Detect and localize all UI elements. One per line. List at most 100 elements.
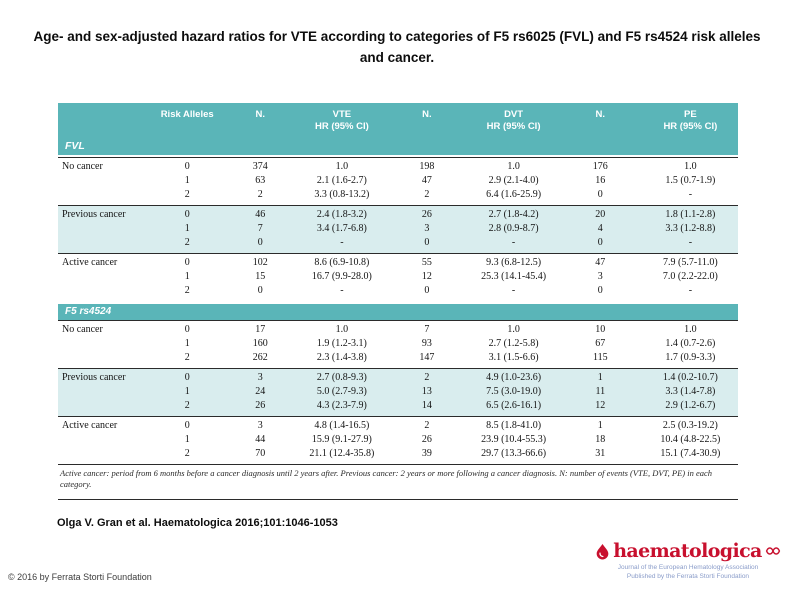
- value-cell: 15.1 (7.4-30.9): [660, 448, 721, 459]
- value-cell: 3.4 (1.7-6.8): [316, 223, 367, 234]
- value-cell: 1.7 (0.9-3.3): [665, 352, 716, 363]
- table-row: Active cancer 0 3 4.8 (1.4-16.5) 2 8.5 (1.8-4…: [58, 419, 738, 433]
- value-cell: 1.5 (0.7-1.9): [665, 175, 716, 186]
- value-cell: 1: [184, 175, 190, 186]
- value-cell: 1: [597, 372, 603, 383]
- value-cell: 47: [421, 175, 432, 186]
- header-dvt: DVT HR (95% CI): [469, 109, 557, 134]
- value-cell: 0: [184, 257, 190, 268]
- value-cell: 29.7 (13.3-66.6): [481, 448, 547, 459]
- category-cell: Previous cancer: [62, 209, 126, 220]
- value-cell: 0: [184, 420, 190, 431]
- category-cell: Previous cancer: [62, 372, 126, 383]
- value-cell: 4.9 (1.0-23.6): [486, 372, 542, 383]
- header-vte-line2: HR (95% CI): [314, 121, 369, 133]
- value-cell: 2.8 (0.9-8.7): [488, 223, 539, 234]
- row-group: Previous cancer 0 3 2.7 (0.8-9.3) 2 4.9 (1.0-…: [58, 368, 738, 416]
- value-cell: -: [340, 285, 344, 296]
- value-cell: 2: [184, 400, 190, 411]
- value-cell: 2: [257, 189, 263, 200]
- value-cell: 1: [184, 271, 190, 282]
- page-title: Age- and sex-adjusted hazard ratios for …: [33, 29, 761, 65]
- table-row: 1 160 1.9 (1.2-3.1) 93 2.7 (1.2-5.8) 67 1.4 (0…: [58, 337, 738, 351]
- table-row: Previous cancer 0 46 2.4 (1.8-3.2) 26 2.7 (1.…: [58, 208, 738, 222]
- value-cell: 63: [255, 175, 266, 186]
- value-cell: 198: [419, 161, 435, 172]
- value-cell: 4.3 (2.3-7.9): [316, 400, 367, 411]
- category-cell: No cancer: [62, 324, 103, 335]
- category-cell: [58, 433, 153, 447]
- value-cell: -: [511, 237, 516, 248]
- value-cell: 2: [424, 372, 430, 383]
- header-vte-line1: VTE: [332, 109, 352, 120]
- value-cell: -: [688, 189, 693, 200]
- table-row: 1 44 15.9 (9.1-27.9) 26 23.9 (10.4-55.3) 18 10…: [58, 433, 738, 447]
- value-cell: 1.4 (0.7-2.6): [665, 338, 716, 349]
- row-group: Active cancer 0 102 8.6 (6.9-10.8) 55 9.3 (6.…: [58, 253, 738, 301]
- value-cell: 1.0: [335, 161, 349, 172]
- eha-ribbon-icon: [765, 546, 781, 556]
- value-cell: 15: [255, 271, 266, 282]
- value-cell: 3.3 (1.2-8.8): [665, 223, 716, 234]
- table-row: 1 15 16.7 (9.9-28.0) 12 25.3 (14.1-45.4) 3 7.0…: [58, 270, 738, 284]
- header-vte: VTE HR (95% CI): [299, 109, 384, 134]
- value-cell: 26: [255, 400, 266, 411]
- value-cell: 17: [255, 324, 266, 335]
- value-cell: 1.0: [507, 161, 520, 172]
- value-cell: 2: [184, 352, 190, 363]
- table-row: 2 26 4.3 (2.3-7.9) 14 6.5 (2.6-16.1) 12 2.9 (1…: [58, 399, 738, 413]
- table-body: No cancer 0 374 1.0 198 1.0 176 1.0 1 63 2.1 (1.6-…: [58, 157, 738, 464]
- value-cell: 2: [184, 237, 190, 248]
- logo-wordmark: haematologica: [613, 540, 762, 562]
- category-cell: Active cancer: [62, 420, 118, 431]
- value-cell: 374: [252, 161, 268, 172]
- header-risk-alleles: Risk Alleles: [160, 109, 214, 120]
- value-cell: 1: [184, 223, 190, 234]
- value-cell: 7: [424, 324, 430, 335]
- value-cell: 0: [184, 209, 190, 220]
- value-cell: 1.0: [684, 324, 697, 335]
- value-cell: 7: [257, 223, 263, 234]
- value-cell: 1: [597, 420, 603, 431]
- header-n-pe: N.: [595, 109, 606, 120]
- value-cell: -: [340, 237, 344, 248]
- category-cell: [58, 385, 153, 399]
- value-cell: 26: [421, 209, 432, 220]
- value-cell: 2.7 (1.2-5.8): [488, 338, 539, 349]
- table-row: 2 0 - 0 - 0 -: [58, 284, 738, 298]
- table-row: 1 63 2.1 (1.6-2.7) 47 2.9 (2.1-4.0) 16 1.5 (0.…: [58, 174, 738, 188]
- value-cell: 5.0 (2.7-9.3): [316, 386, 367, 397]
- value-cell: 2.5 (0.3-19.2): [662, 420, 718, 431]
- row-group: No cancer 0 374 1.0 198 1.0 176 1.0 1 63 2.1 (1.6-…: [58, 157, 738, 205]
- value-cell: 3.3 (1.4-7.8): [665, 386, 716, 397]
- category-cell: [58, 236, 153, 250]
- table-row: 2 262 2.3 (1.4-3.8) 147 3.1 (1.5-6.6) 115 1.7 …: [58, 351, 738, 365]
- value-cell: 20: [595, 209, 606, 220]
- value-cell: 8.6 (6.9-10.8): [314, 257, 370, 268]
- row-group: Previous cancer 0 46 2.4 (1.8-3.2) 26 2.7 (1.…: [58, 205, 738, 253]
- value-cell: 2: [424, 420, 430, 431]
- table-row: No cancer 0 17 1.0 7 1.0 10 1.0: [58, 323, 738, 337]
- value-cell: 16.7 (9.9-28.0): [311, 271, 372, 282]
- table-row: 2 0 - 0 - 0 -: [58, 236, 738, 250]
- value-cell: 1: [184, 386, 190, 397]
- value-cell: 160: [252, 338, 268, 349]
- value-cell: 12: [421, 271, 432, 282]
- table-footnote: Active cancer: period from 6 months befo…: [58, 464, 738, 501]
- value-cell: 44: [255, 434, 266, 445]
- blood-drop-icon: [595, 543, 610, 560]
- value-cell: 23.9 (10.4-55.3): [481, 434, 547, 445]
- value-cell: 46: [255, 209, 266, 220]
- category-cell: [58, 399, 153, 413]
- table-row: No cancer 0 374 1.0 198 1.0 176 1.0: [58, 160, 738, 174]
- value-cell: 0: [424, 237, 430, 248]
- value-cell: 11: [595, 386, 606, 397]
- value-cell: 1: [184, 434, 190, 445]
- value-cell: 6.5 (2.6-16.1): [486, 400, 542, 411]
- header-n-dvt: N.: [422, 109, 432, 120]
- value-cell: 8.5 (1.8-41.0): [486, 420, 542, 431]
- category-cell: [58, 337, 153, 351]
- value-cell: 2.9 (1.2-6.7): [665, 400, 716, 411]
- value-cell: 10.4 (4.8-22.5): [660, 434, 721, 445]
- category-cell: [58, 351, 153, 365]
